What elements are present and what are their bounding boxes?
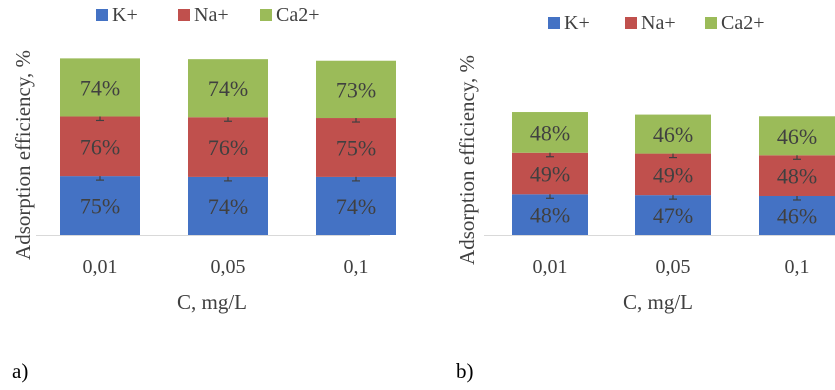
- x-tick-label: 0,05: [211, 256, 246, 278]
- data-label: 48%: [530, 120, 570, 145]
- bar-segment-k-0: [60, 176, 140, 235]
- bar-segment-na-0: [60, 116, 140, 177]
- legend-label: Ca2+: [276, 4, 320, 26]
- bar-segment-ca2-0: [60, 58, 140, 117]
- legend-swatch-ca2: [705, 17, 717, 29]
- legend-label: K+: [564, 12, 590, 34]
- chart-panel-b: K+ Na+ Ca2+ Adsorption efficiency, % 48% 49% 4…: [455, 12, 835, 383]
- bar-segment-ca2-0: [512, 112, 588, 153]
- legend-swatch-k: [96, 9, 108, 21]
- legend-label: Ca2+: [721, 12, 765, 34]
- bar-segment-k-1: [188, 176, 268, 235]
- legend-swatch-ca2: [260, 9, 272, 21]
- bar-segment-na-0: [512, 152, 588, 195]
- bar-segment-k-1: [635, 195, 711, 235]
- bar-segment-ca2-1: [188, 59, 268, 118]
- x-tick-label: 0,1: [344, 256, 369, 278]
- bar-segment-ca2-2: [316, 60, 396, 119]
- x-tick-label: 0,1: [785, 256, 810, 278]
- x-axis-title: C, mg/L: [623, 290, 693, 314]
- chart-panel-a: K+ Na+ Ca2+ Adsorption efficiency, % 75% 76% 7…: [11, 4, 396, 383]
- legend-swatch-na: [625, 17, 637, 29]
- y-axis-title: Adsorption efficiency, %: [11, 50, 35, 260]
- data-label: 49%: [653, 162, 693, 187]
- x-axis-title: C, mg/L: [177, 290, 247, 314]
- data-label: 46%: [777, 203, 817, 228]
- bar-segment-na-1: [188, 117, 268, 177]
- legend-swatch-na: [178, 9, 190, 21]
- data-label: 46%: [777, 124, 817, 149]
- data-label: 48%: [530, 203, 570, 228]
- data-label: 73%: [336, 77, 376, 102]
- data-label: 74%: [208, 194, 248, 219]
- bar-segment-k-0: [512, 194, 588, 235]
- data-label: 47%: [653, 203, 693, 228]
- data-label: 49%: [530, 162, 570, 187]
- legend-swatch-k: [548, 17, 560, 29]
- data-label: 48%: [777, 164, 817, 189]
- y-axis-title: Adsorption efficiency, %: [455, 55, 479, 265]
- data-label: 76%: [80, 134, 120, 159]
- bar-segment-ca2-1: [635, 114, 711, 154]
- legend-label: Na+: [641, 12, 676, 34]
- bar-segment-ca2-2: [759, 116, 835, 156]
- legend-label: Na+: [194, 4, 229, 26]
- data-label: 74%: [336, 194, 376, 219]
- bar-segment-na-2: [316, 118, 396, 177]
- x-tick-label: 0,01: [533, 256, 568, 278]
- bar-segment-k-2: [759, 195, 835, 235]
- data-label: 76%: [208, 135, 248, 160]
- bar-segment-k-2: [316, 176, 396, 235]
- data-label: 74%: [80, 75, 120, 100]
- bar-segment-na-1: [635, 153, 711, 196]
- panel-label: a): [12, 359, 28, 383]
- legend-label: K+: [112, 4, 138, 26]
- x-tick-label: 0,01: [83, 256, 118, 278]
- data-label: 46%: [653, 122, 693, 147]
- x-tick-label: 0,05: [656, 256, 691, 278]
- data-label: 75%: [336, 135, 376, 160]
- data-label: 75%: [80, 194, 120, 219]
- bar-segment-na-2: [759, 155, 835, 196]
- panel-label: b): [456, 359, 474, 383]
- data-label: 74%: [208, 76, 248, 101]
